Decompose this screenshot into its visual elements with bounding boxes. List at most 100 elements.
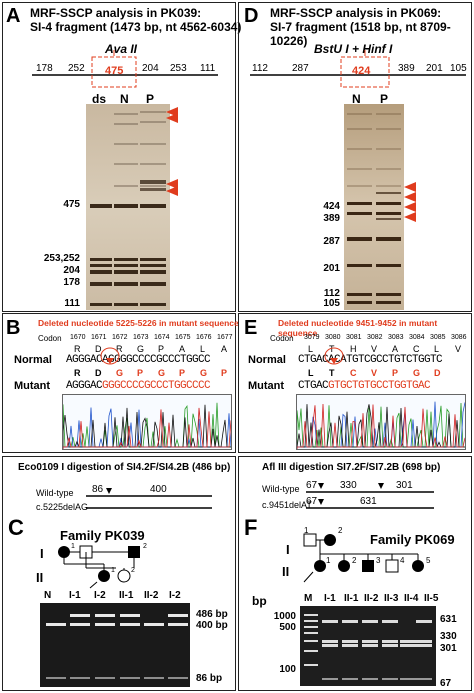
map-d-1: 287 xyxy=(292,63,309,74)
codon-number: 1676 xyxy=(196,334,212,341)
mutant-seq-b-red: GGGCCCCGCCCTGGCCCC xyxy=(102,380,211,392)
panel-c-wt-label: Wild-type xyxy=(36,488,74,498)
panel-f-wt-301: 301 xyxy=(396,480,413,491)
panel-c-gel xyxy=(40,603,190,687)
normal-amino-acid: G xyxy=(137,344,145,354)
mutant-amino-acid: D xyxy=(95,368,102,378)
panel-c-mut-label: c.5225delAG xyxy=(36,502,89,512)
chromatogram-trace xyxy=(297,403,465,449)
ped-f-i1: 1 xyxy=(304,526,309,535)
panel-f-family: Family PK069 xyxy=(370,532,455,547)
panel-b-letter: B xyxy=(6,317,21,339)
codon-number: 3084 xyxy=(409,334,425,341)
ladder-f-500: 500 xyxy=(279,622,296,633)
codon-number: 3083 xyxy=(388,334,404,341)
panel-d-restriction-map xyxy=(250,50,466,88)
mutant-amino-acid: C xyxy=(350,368,357,378)
marker-d-287: 287 xyxy=(323,236,340,247)
gel-lane-label: II-3 xyxy=(384,593,399,604)
gel-lane-label: M xyxy=(304,593,313,604)
panel-f-band-67: 67 xyxy=(440,678,452,689)
mutant-amino-acid: G xyxy=(116,368,124,378)
mutant-amino-acid: P xyxy=(392,368,399,378)
marker-a-111: 111 xyxy=(64,298,80,309)
chromatogram-trace xyxy=(63,407,231,449)
panel-a-title-1: MRF-SSCP analysis in PK039: xyxy=(30,6,202,20)
panel-f-bp-label: bp xyxy=(252,594,267,608)
panel-e-codons: 3079 3080 3081 3082 3083 3084 3085 3086 xyxy=(302,334,470,344)
panel-c-wt-400: 400 xyxy=(150,484,167,495)
normal-amino-acid: H xyxy=(350,344,357,354)
panel-b-chromatogram xyxy=(62,394,232,450)
mutant-amino-acid: P xyxy=(221,368,228,378)
panel-b-note: Deleted nucleotide 5225-5226 in mutant s… xyxy=(38,318,239,328)
panel-b-codons: 1670 1671 1672 1673 1674 1675 1676 1677 xyxy=(68,334,236,344)
panel-f-band-301: 301 xyxy=(440,643,457,654)
panel-c-wt-86: 86 xyxy=(92,484,104,495)
panel-c-band-86: 86 bp xyxy=(196,673,223,684)
panel-f-gen1: I xyxy=(286,542,290,557)
map-a-2: 475 xyxy=(105,65,124,77)
lane-a-p: P xyxy=(146,92,155,106)
map-a-3: 204 xyxy=(142,63,159,74)
panel-f-wt-67: 67 xyxy=(306,480,318,491)
lane-d-n: N xyxy=(352,92,361,106)
gel-lane-label: II-1 xyxy=(344,593,359,604)
ped-f-ii1: 1 xyxy=(326,556,331,565)
map-a-1: 252 xyxy=(68,63,85,74)
normal-amino-acid: R xyxy=(74,344,81,354)
codon-number: 3085 xyxy=(430,334,446,341)
ped-f-ii2: 2 xyxy=(352,556,357,565)
panel-e-chromatogram xyxy=(296,394,466,450)
panel-f-gel xyxy=(300,606,436,686)
map-a-0: 178 xyxy=(36,63,53,74)
mutant-amino-acid: D xyxy=(434,368,441,378)
panel-b-deletion-marker xyxy=(100,347,120,365)
normal-amino-acid: P xyxy=(158,344,165,354)
map-a-5: 111 xyxy=(200,63,216,74)
ladder-f-100: 100 xyxy=(279,664,296,675)
panel-c xyxy=(2,456,236,691)
codon-number: 1670 xyxy=(70,334,86,341)
gel-lane-label: II-2 xyxy=(364,593,379,604)
panel-c-gen1: I xyxy=(40,546,44,561)
panel-d-title-2: SI-7 fragment (1518 bp, nt 8709-10226) xyxy=(270,20,451,48)
normal-amino-acid: R xyxy=(116,344,123,354)
panel-d-title-1: MRF-SSCP analysis in PK069: xyxy=(270,6,442,20)
panel-c-gen2: II xyxy=(36,570,44,585)
panel-c-maps xyxy=(86,488,212,509)
map-d-0: 112 xyxy=(252,63,268,74)
panel-a-letter: A xyxy=(6,5,21,27)
mutant-amino-acid: T xyxy=(329,368,335,378)
panel-f-wt-330: 330 xyxy=(340,480,357,491)
gel-lane-label: II-1 xyxy=(119,590,134,601)
normal-amino-acid: V xyxy=(455,344,462,354)
codon-number: 1675 xyxy=(175,334,191,341)
panel-f-wt-label: Wild-type xyxy=(262,484,300,494)
panel-e-letter: E xyxy=(244,317,258,339)
panel-e-mutant-seq: CTGACGTGCTGTGCCTGGTGAC xyxy=(298,380,431,392)
panel-c-letter: C xyxy=(8,515,24,540)
panel-f-gen2: II xyxy=(282,564,290,579)
normal-amino-acid: L xyxy=(200,344,206,354)
panel-a-restriction-map xyxy=(32,50,218,88)
ladder-f-1000: 1000 xyxy=(273,611,296,622)
ped-f-ii3: 3 xyxy=(376,556,381,565)
panel-e-normal-seq: CTGACACATGTCGCCTGTCTGGTC xyxy=(298,354,443,366)
gel-lane-label: I-2 xyxy=(169,590,181,601)
mutant-seq-e-black: CTGAC xyxy=(298,380,329,392)
normal-amino-acid: V xyxy=(371,344,378,354)
panel-b-codon-label: Codon xyxy=(38,334,62,343)
marker-d-105: 105 xyxy=(323,298,340,309)
codon-number: 1671 xyxy=(91,334,107,341)
panel-c-band-400: 400 bp xyxy=(196,620,228,631)
marker-a-178: 178 xyxy=(63,277,80,288)
lane-a-n: N xyxy=(120,92,129,106)
panel-e-note: Deleted nucleotide 9451-9452 in mutant s… xyxy=(278,318,438,338)
codon-number: 3086 xyxy=(451,334,467,341)
mutant-amino-acid: P xyxy=(179,368,186,378)
panel-c-pedigree: 1 2 1 2 xyxy=(58,543,147,589)
